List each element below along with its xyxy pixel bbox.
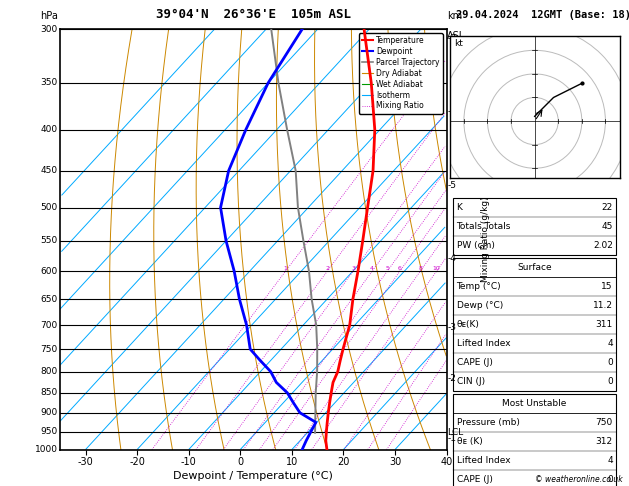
Text: 0: 0 bbox=[607, 475, 613, 484]
Text: Most Unstable: Most Unstable bbox=[503, 399, 567, 408]
Text: 0: 0 bbox=[607, 377, 613, 386]
Legend: Temperature, Dewpoint, Parcel Trajectory, Dry Adiabat, Wet Adiabat, Isotherm, Mi: Temperature, Dewpoint, Parcel Trajectory… bbox=[359, 33, 443, 114]
Text: 300: 300 bbox=[41, 25, 58, 34]
Text: 312: 312 bbox=[596, 437, 613, 446]
Text: 950: 950 bbox=[41, 427, 58, 436]
Text: km: km bbox=[447, 11, 462, 21]
Text: 600: 600 bbox=[41, 267, 58, 276]
Text: Surface: Surface bbox=[517, 263, 552, 272]
Text: Totals Totals: Totals Totals bbox=[457, 222, 511, 231]
Text: Mixing Ratio (g/kg): Mixing Ratio (g/kg) bbox=[481, 196, 490, 282]
Text: 311: 311 bbox=[596, 320, 613, 329]
Text: 4: 4 bbox=[607, 456, 613, 465]
Text: Temp (°C): Temp (°C) bbox=[457, 282, 501, 291]
Text: CAPE (J): CAPE (J) bbox=[457, 358, 493, 367]
Text: 15: 15 bbox=[601, 282, 613, 291]
Text: 2: 2 bbox=[325, 266, 329, 271]
Text: Lifted Index: Lifted Index bbox=[457, 456, 510, 465]
Text: 6: 6 bbox=[398, 266, 402, 271]
Text: kt: kt bbox=[454, 38, 464, 48]
Text: 39°04'N  26°36'E  105m ASL: 39°04'N 26°36'E 105m ASL bbox=[155, 8, 351, 21]
Text: 2.02: 2.02 bbox=[593, 241, 613, 250]
Text: hPa: hPa bbox=[40, 11, 58, 21]
X-axis label: Dewpoint / Temperature (°C): Dewpoint / Temperature (°C) bbox=[173, 471, 333, 481]
Text: 4: 4 bbox=[607, 339, 613, 348]
Text: 900: 900 bbox=[41, 408, 58, 417]
Text: 29.04.2024  12GMT (Base: 18): 29.04.2024 12GMT (Base: 18) bbox=[456, 10, 629, 19]
Text: 450: 450 bbox=[41, 166, 58, 175]
Text: θᴇ (K): θᴇ (K) bbox=[457, 437, 482, 446]
Text: 22: 22 bbox=[601, 203, 613, 212]
Text: Lifted Index: Lifted Index bbox=[457, 339, 510, 348]
Text: 1: 1 bbox=[284, 266, 287, 271]
Text: 8: 8 bbox=[418, 266, 422, 271]
Text: 1000: 1000 bbox=[35, 445, 58, 454]
Text: 800: 800 bbox=[41, 367, 58, 376]
Text: 5: 5 bbox=[386, 266, 389, 271]
Text: 650: 650 bbox=[41, 295, 58, 304]
Text: Dewp (°C): Dewp (°C) bbox=[457, 301, 503, 310]
Text: LCL: LCL bbox=[447, 428, 464, 437]
Text: θᴇ(K): θᴇ(K) bbox=[457, 320, 479, 329]
Text: 700: 700 bbox=[41, 320, 58, 330]
Text: K: K bbox=[457, 203, 462, 212]
Text: -1: -1 bbox=[447, 434, 457, 443]
Text: 4: 4 bbox=[370, 266, 374, 271]
Text: -4: -4 bbox=[447, 254, 456, 262]
Text: -6: -6 bbox=[447, 107, 457, 116]
Text: 750: 750 bbox=[41, 345, 58, 354]
Text: Pressure (mb): Pressure (mb) bbox=[457, 418, 520, 427]
Text: CIN (J): CIN (J) bbox=[457, 377, 485, 386]
Text: 850: 850 bbox=[41, 388, 58, 397]
Text: -7: -7 bbox=[447, 34, 457, 43]
Text: 10: 10 bbox=[433, 266, 440, 271]
Text: CAPE (J): CAPE (J) bbox=[457, 475, 493, 484]
Text: 350: 350 bbox=[41, 78, 58, 87]
Text: © weatheronline.co.uk: © weatheronline.co.uk bbox=[535, 474, 623, 484]
Text: 750: 750 bbox=[596, 418, 613, 427]
Text: 400: 400 bbox=[41, 125, 58, 134]
Text: -5: -5 bbox=[447, 181, 457, 191]
Text: 550: 550 bbox=[41, 236, 58, 245]
Text: -3: -3 bbox=[447, 323, 457, 332]
Text: -2: -2 bbox=[447, 374, 456, 382]
Text: PW (cm): PW (cm) bbox=[457, 241, 494, 250]
Text: ASL: ASL bbox=[447, 31, 465, 41]
Text: 0: 0 bbox=[607, 358, 613, 367]
Text: 45: 45 bbox=[601, 222, 613, 231]
Text: 11.2: 11.2 bbox=[593, 301, 613, 310]
Text: 500: 500 bbox=[41, 203, 58, 212]
Text: 3: 3 bbox=[351, 266, 355, 271]
